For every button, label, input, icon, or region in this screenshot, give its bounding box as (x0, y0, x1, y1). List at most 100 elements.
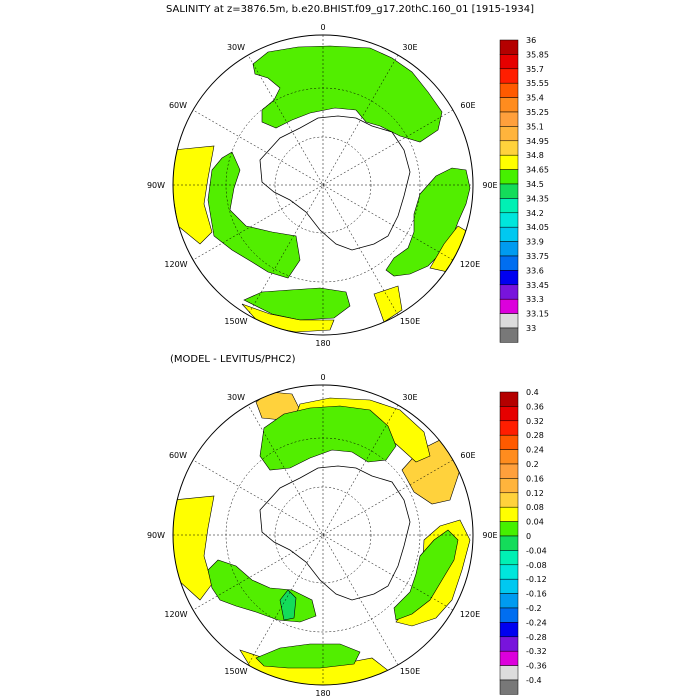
bottom-colorbar-box-20 (499, 679, 519, 695)
top-yellow-southeast (373, 285, 403, 323)
bottom-polar-map: 0 30E 60E 90E 120E 150E 180 150W 120W 90… (147, 373, 498, 698)
bottom-colorbar-box-8 (499, 506, 519, 522)
top-colorbar-box-0 (499, 39, 519, 55)
bottom-colorbar-box-7 (499, 492, 519, 508)
bottom-green-southwest (207, 559, 317, 623)
top-colorbar-box-4 (499, 97, 519, 113)
top-lon-150w: 150W (224, 317, 247, 326)
top-map-boundary (172, 34, 474, 336)
top-colorbar-box-11 (499, 198, 519, 214)
top-lon-120e: 120E (460, 260, 480, 269)
top-colorbar-box-20 (499, 327, 519, 343)
top-colorbar-label-16: 33.6 (526, 266, 544, 275)
top-colorbar-box-16 (499, 270, 519, 286)
top-colorbar-box-1 (499, 54, 519, 70)
bottom-colorbar-label-19: -0.36 (526, 662, 547, 671)
bottom-colorbar-label-0: 0.4 (526, 388, 539, 397)
bottom-colorbar-label-7: 0.12 (526, 489, 544, 498)
top-antarctica-coastline (259, 115, 411, 251)
top-colorbar-label-7: 34.95 (526, 137, 549, 146)
bottom-lon-30w: 30W (227, 393, 245, 402)
bottom-colorbar-label-13: -0.12 (526, 575, 547, 584)
top-colorbar-box-17 (499, 284, 519, 300)
bottom-lon-150e: 150E (400, 667, 420, 676)
top-colorbar-box-18 (499, 298, 519, 314)
bottom-colorbar-label-20: -0.4 (526, 676, 542, 685)
bottom-lon-150w: 150W (224, 667, 247, 676)
top-colorbar-label-14: 33.9 (526, 238, 544, 247)
top-graticule (173, 35, 473, 335)
bottom-colorbar-label-8: 0.08 (526, 503, 544, 512)
top-colorbar-box-2 (499, 68, 519, 84)
bottom-colorbar-box-14 (499, 593, 519, 609)
top-colorbar-label-18: 33.3 (526, 295, 544, 304)
top-colorbar-label-1: 35.85 (526, 50, 549, 59)
bottom-colorbar-box-13 (499, 578, 519, 594)
bottom-colorbar-label-16: -0.24 (526, 618, 547, 627)
top-colorbar-box-8 (499, 154, 519, 170)
bottom-colorbar-label-11: -0.04 (526, 546, 547, 555)
bottom-colorbar-label-10: 0 (526, 532, 531, 541)
top-lon-60w: 60W (169, 101, 187, 110)
bottom-colorbar-box-15 (499, 607, 519, 623)
bottom-colorbar-box-18 (499, 650, 519, 666)
bottom-colorbar-label-5: 0.2 (526, 460, 539, 469)
bottom-colorbar-box-6 (499, 478, 519, 494)
bottom-colorbar-label-2: 0.32 (526, 417, 544, 426)
bottom-green-indian (393, 529, 459, 621)
top-colorbar-label-0: 36 (526, 36, 536, 45)
bottom-lon-90w: 90W (147, 531, 165, 540)
top-colorbar-label-12: 34.2 (526, 209, 544, 218)
top-lon-90e: 90E (482, 181, 497, 190)
top-panel-title: SALINITY at z=3876.5m, b.e20.BHIST.f09_g… (166, 4, 534, 15)
top-lon-90w: 90W (147, 181, 165, 190)
bottom-colorbar-label-9: 0.04 (526, 518, 544, 527)
bottom-colorbar-box-3 (499, 434, 519, 450)
top-colorbar-box-13 (499, 226, 519, 242)
bottom-colorbar-label-1: 0.36 (526, 402, 544, 411)
bottom-colorbar: 0.4 0.36 0.32 0.28 0.24 0.2 0.16 0.12 0.08 0.04 0 -… (499, 388, 547, 695)
top-colorbar-box-6 (499, 126, 519, 142)
top-colorbar-label-19: 33.15 (526, 310, 549, 319)
bottom-colorbar-box-0 (499, 391, 519, 407)
top-colorbar-box-12 (499, 212, 519, 228)
bottom-panel-title: (MODEL - LEVITUS/PHC2) (170, 354, 296, 365)
bottom-colorbar-label-18: -0.32 (526, 647, 547, 656)
top-lon-120w: 120W (164, 260, 187, 269)
bottom-colorbar-box-11 (499, 550, 519, 566)
top-colorbar-box-15 (499, 255, 519, 271)
bottom-lon-120w: 120W (164, 610, 187, 619)
bottom-colorbar-label-3: 0.28 (526, 431, 544, 440)
bottom-colorbar-box-1 (499, 406, 519, 422)
top-colorbar-label-11: 34.35 (526, 194, 549, 203)
bottom-antarctica-coastline (259, 465, 411, 601)
top-lon-30e: 30E (402, 43, 417, 52)
top-colorbar-label-3: 35.55 (526, 79, 549, 88)
top-lon-180: 180 (315, 339, 330, 348)
bottom-lon-0: 0 (320, 373, 325, 382)
bottom-graticule (173, 385, 473, 685)
bottom-green-pacific (255, 643, 361, 669)
top-colorbar-label-20: 33 (526, 324, 536, 333)
top-colorbar-label-6: 35.1 (526, 122, 544, 131)
top-colorbar-label-4: 35.4 (526, 94, 544, 103)
bottom-teal-patch (279, 589, 297, 621)
top-colorbar-label-17: 33.45 (526, 281, 549, 290)
bottom-colorbar-box-16 (499, 622, 519, 638)
top-colorbar-label-9: 34.65 (526, 166, 549, 175)
top-lon-60e: 60E (460, 101, 475, 110)
top-polar-map: 0 30E 60E 90E 120E 150E 180 150W 120W 90… (147, 23, 498, 348)
top-colorbar-label-10: 34.5 (526, 180, 544, 189)
bottom-colorbar-box-9 (499, 521, 519, 537)
top-lon-150e: 150E (400, 317, 420, 326)
top-atlantic-region (252, 45, 443, 143)
bottom-colorbar-box-12 (499, 564, 519, 580)
top-colorbar-box-19 (499, 313, 519, 329)
bottom-colorbar-label-14: -0.16 (526, 590, 547, 599)
bottom-colorbar-label-15: -0.2 (526, 604, 542, 613)
bottom-lon-180: 180 (315, 689, 330, 698)
top-colorbar-box-14 (499, 241, 519, 257)
top-colorbar-box-5 (499, 111, 519, 127)
bottom-colorbar-box-4 (499, 449, 519, 465)
